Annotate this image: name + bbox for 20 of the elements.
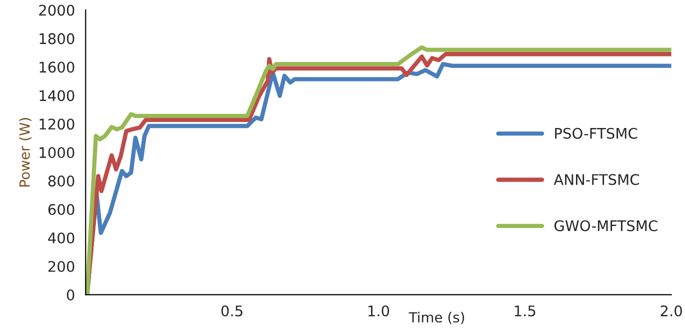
- y-tick-label: 1800: [40, 33, 74, 44]
- x-tick-label: 2.0: [660, 305, 682, 316]
- x-tick-label: 1.0: [368, 305, 390, 316]
- legend-label: GWO-MFTSMC: [554, 220, 658, 232]
- legend-label: ANN-FTSMC: [554, 174, 639, 186]
- y-tick-label: 1000: [40, 147, 74, 158]
- y-tick-label: 400: [48, 232, 74, 244]
- y-tick-label: 1600: [40, 62, 74, 73]
- x-axis-title: Time (s): [408, 312, 464, 324]
- y-tick-label: 2000: [39, 4, 74, 16]
- y-tick-label: 1400: [40, 90, 74, 102]
- legend-label: PSO-FTSMC: [555, 128, 638, 139]
- x-tick-label: 0.5: [221, 305, 242, 316]
- y-tick-label: 800: [48, 176, 74, 187]
- y-tick-label: 1200: [40, 118, 74, 130]
- y-tick-label: 200: [48, 260, 74, 272]
- x-tick-label: 1.5: [514, 306, 536, 316]
- y-tick-label: 0: [66, 289, 74, 300]
- y-axis-title: Power (W): [19, 118, 32, 186]
- y-tick-label: 600: [48, 204, 74, 216]
